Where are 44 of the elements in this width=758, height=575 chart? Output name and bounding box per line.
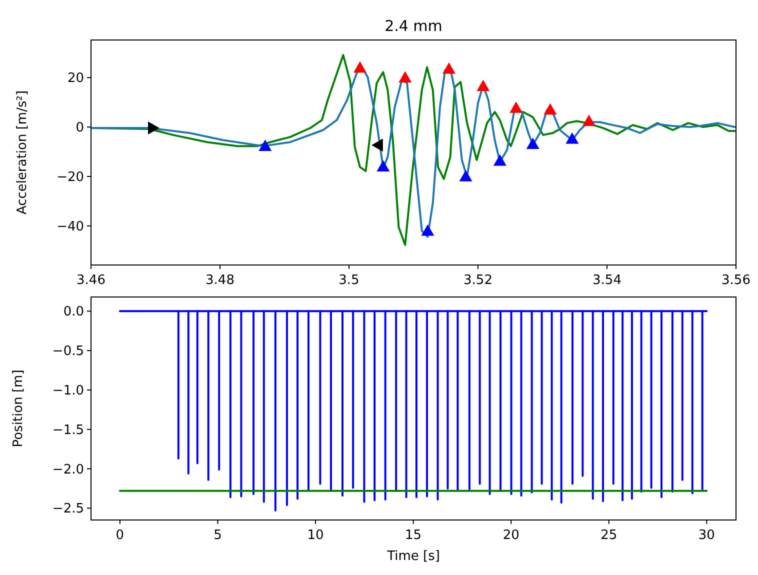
point [526, 138, 540, 149]
x-tick-label: 3.56 [722, 273, 750, 288]
point [398, 71, 412, 82]
point [544, 103, 557, 115]
point [353, 61, 366, 73]
point [372, 138, 383, 152]
x-tick-label: 25 [600, 528, 618, 543]
point [421, 224, 434, 236]
x-tick-label: 0 [116, 528, 124, 543]
point [493, 154, 506, 166]
point [566, 132, 579, 144]
y-tick-label: −1.0 [52, 384, 84, 399]
point [510, 101, 523, 113]
y-tick-label: 0.0 [63, 304, 84, 320]
point [476, 80, 490, 92]
y-axis-title: Position [m] [11, 370, 26, 448]
point [442, 62, 456, 74]
line-series [118, 310, 708, 512]
y-tick-label: −2.5 [52, 502, 84, 517]
y-tick-label: −0.5 [52, 344, 84, 360]
y-tick-label: −1.5 [52, 422, 84, 438]
x-tick-label: 3.48 [206, 273, 234, 288]
y-tick-label: 20 [67, 71, 84, 86]
x-tick-label: 20 [502, 528, 520, 543]
x-tick-label: 3.46 [76, 273, 106, 288]
x-tick-label: 3.5 [338, 273, 360, 288]
x-axis-title: Time [s] [386, 549, 440, 564]
chart-title: 2.4 mm [384, 17, 442, 35]
x-tick-label: 10 [307, 528, 324, 543]
x-tick-label: 3.54 [592, 273, 622, 288]
point [459, 170, 472, 182]
y-tick-label: −40 [56, 219, 84, 234]
point [376, 160, 390, 172]
y-axis-title: Acceleration [m/s²] [15, 90, 30, 215]
y-tick-label: 0 [76, 120, 84, 136]
x-tick-label: 5 [214, 528, 222, 543]
x-tick-label: 3.52 [464, 273, 492, 288]
y-tick-label: −20 [56, 170, 84, 186]
point [582, 114, 596, 126]
x-tick-label: 15 [405, 528, 422, 543]
point [258, 140, 272, 151]
x-tick-label: 30 [698, 528, 715, 543]
y-tick-label: −2.0 [52, 462, 84, 478]
point [148, 122, 160, 135]
